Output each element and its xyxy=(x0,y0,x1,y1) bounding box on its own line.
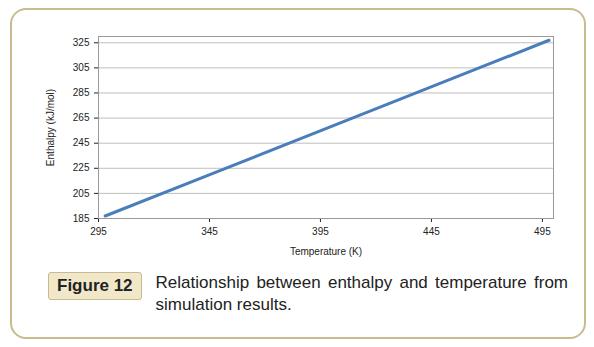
html-text:Relationship between enthalpy: Relationship between enthalpy and temper… xyxy=(155,273,568,314)
svg-text:395: 395 xyxy=(312,226,329,237)
svg-text:245: 245 xyxy=(73,137,90,148)
svg-text:285: 285 xyxy=(73,87,90,98)
svg-text:Enthalpy (kJ/mol): Enthalpy (kJ/mol) xyxy=(45,89,56,166)
svg-text:Temperature (K): Temperature (K) xyxy=(290,246,362,257)
svg-text:495: 495 xyxy=(534,226,551,237)
svg-text:265: 265 xyxy=(73,112,90,123)
svg-text:295: 295 xyxy=(90,226,107,237)
svg-text:305: 305 xyxy=(73,62,90,73)
svg-text:325: 325 xyxy=(73,37,90,48)
svg-text:205: 205 xyxy=(73,188,90,199)
svg-text:185: 185 xyxy=(73,213,90,224)
svg-text:225: 225 xyxy=(73,162,90,173)
svg-text:345: 345 xyxy=(201,226,218,237)
svg-text:445: 445 xyxy=(423,226,440,237)
html-text:Figure 12: Figure 12 xyxy=(57,276,133,295)
